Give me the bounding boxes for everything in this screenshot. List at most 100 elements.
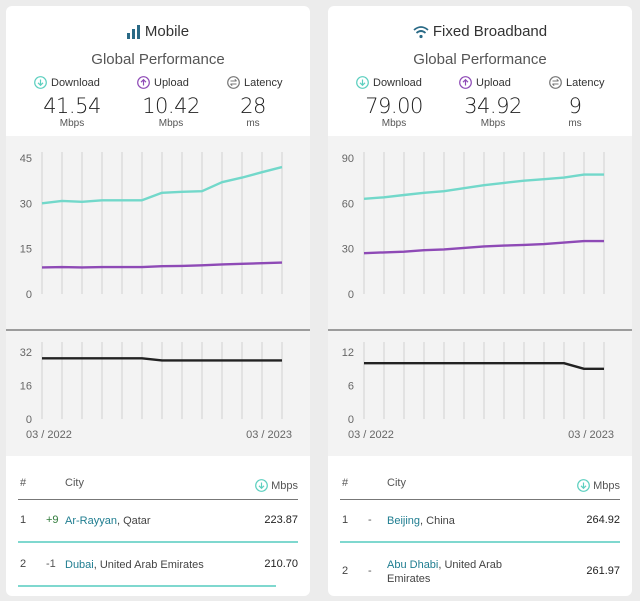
col-speed-label: Mbps (271, 480, 298, 492)
performance-chart: 45 30 15 0 32 16 0 03 / 2022 03 / 2023 (6, 136, 310, 456)
latency-metric: Latency 9 ms (549, 76, 632, 136)
latency-label: Latency (244, 77, 283, 89)
row-speed: 264.92 (586, 514, 620, 526)
latency-unit: ms (246, 118, 260, 129)
latency-icon (227, 76, 240, 93)
row-rank-change: - (368, 514, 372, 526)
download-value: 79.00 (365, 94, 423, 118)
row-country: , United Arab Emirates (387, 559, 502, 585)
col-rank-header: # (20, 477, 27, 489)
row-country: , Qatar (116, 515, 151, 527)
row-rank-change: -1 (46, 558, 56, 570)
table-row[interactable]: 2 -1 Dubai, United Arab Emirates 210.70 (18, 543, 298, 587)
download-unit: Mbps (59, 118, 85, 129)
download-series-line (41, 165, 283, 205)
x-tick-label: 03 / 2023 (568, 429, 614, 441)
download-value: 41.54 (43, 94, 101, 118)
col-city-header: City (387, 477, 406, 489)
row-rank: 1 (20, 514, 27, 526)
mobile-panel: Mobile Global Performance Download 41.54… (6, 6, 310, 596)
y-tick-label: 0 (26, 289, 32, 301)
panel-subtitle: Global Performance (91, 51, 225, 68)
upload-label: Upload (154, 77, 189, 89)
panel-subtitle: Global Performance (413, 51, 547, 68)
upload-value: 10.42 (142, 94, 200, 118)
row-divider (18, 585, 276, 587)
table-row[interactable]: 2 - Abu Dhabi, United Arab Emirates 261.… (340, 543, 620, 596)
row-divider (340, 541, 620, 543)
y-tick-label: 90 (342, 153, 354, 165)
latency-metric: Latency 28 ms (227, 76, 310, 136)
col-city-header: City (65, 477, 84, 489)
row-speed: 210.70 (264, 558, 298, 570)
panel-title-text: Mobile (144, 23, 190, 40)
upload-metric: Upload 34.92 Mbps (459, 76, 559, 136)
y-tick-label: 0 (348, 289, 354, 301)
x-tick-label: 03 / 2023 (246, 429, 292, 441)
row-rank: 2 (20, 558, 27, 570)
table-row[interactable]: 1 +9 Ar-Rayyan, Qatar 223.87 (18, 499, 298, 543)
row-rank: 1 (342, 514, 349, 526)
download-sort-icon (255, 479, 268, 495)
x-tick-label: 03 / 2022 (348, 429, 394, 441)
row-speed: 223.87 (264, 514, 298, 526)
upload-icon (459, 76, 472, 93)
performance-chart: 90 60 30 0 12 6 0 03 / 2022 03 / 2023 (328, 136, 632, 456)
row-divider (18, 541, 298, 543)
panel-title-text: Fixed Broadband (432, 23, 548, 40)
wifi-icon (413, 25, 429, 45)
latency-series-line (364, 361, 604, 371)
download-icon (34, 76, 47, 93)
y-tick-label: 45 (20, 153, 32, 165)
y-tick-label: 0 (348, 414, 354, 426)
y-tick-label: 6 (348, 381, 354, 393)
row-speed: 261.97 (586, 565, 620, 577)
upload-unit: Mbps (480, 118, 506, 129)
download-series-line (363, 173, 604, 200)
download-unit: Mbps (381, 118, 407, 129)
upload-value: 34.92 (464, 94, 522, 118)
y-tick-label: 30 (20, 198, 32, 210)
x-tick-label: 03 / 2022 (26, 429, 72, 441)
upload-icon (137, 76, 150, 93)
row-rank: 2 (342, 565, 349, 577)
col-speed-header[interactable]: Mbps (577, 479, 620, 495)
city-table-header: # City Mbps (340, 469, 620, 500)
row-rank-change: - (368, 565, 372, 577)
panel-title: Fixed Broadband (328, 22, 632, 45)
row-city-link[interactable]: Ar-Rayyan (65, 515, 117, 527)
y-tick-label: 12 (342, 347, 354, 359)
y-tick-label: 15 (20, 244, 32, 256)
y-tick-label: 16 (20, 381, 32, 393)
y-tick-label: 0 (26, 414, 32, 426)
latency-icon (549, 76, 562, 93)
performance-chart-svg: 45 30 15 0 32 16 0 03 / 2022 03 / 2023 (6, 152, 310, 441)
col-speed-header[interactable]: Mbps (255, 479, 298, 495)
row-city-link[interactable]: Dubai (65, 559, 94, 571)
col-speed-label: Mbps (593, 480, 620, 492)
y-tick-label: 30 (342, 244, 354, 256)
upload-label: Upload (476, 77, 511, 89)
row-city-link[interactable]: Beijing (387, 515, 421, 527)
row-city-link[interactable]: Abu Dhabi (387, 559, 439, 571)
row-country: , China (420, 515, 455, 527)
latency-label: Latency (566, 77, 605, 89)
latency-unit: ms (568, 118, 582, 129)
city-table-header: # City Mbps (18, 469, 298, 500)
upload-metric: Upload 10.42 Mbps (137, 76, 237, 136)
download-metric: Download 41.54 Mbps (34, 76, 134, 136)
fixed-broadband-panel: Fixed Broadband Global Performance Downl… (328, 6, 632, 596)
upload-unit: Mbps (158, 118, 184, 129)
download-label: Download (51, 77, 100, 89)
latency-value: 9 (568, 94, 582, 118)
latency-series-line (42, 357, 282, 362)
latency-value: 28 (240, 94, 266, 118)
row-country: , United Arab Emirates (93, 559, 204, 571)
download-metric: Download 79.00 Mbps (356, 76, 456, 136)
table-row[interactable]: 1 - Beijing, China 264.92 (340, 499, 620, 543)
download-sort-icon (577, 479, 590, 495)
download-icon (356, 76, 369, 93)
upload-series-line (41, 261, 283, 269)
y-tick-label: 60 (342, 198, 354, 210)
